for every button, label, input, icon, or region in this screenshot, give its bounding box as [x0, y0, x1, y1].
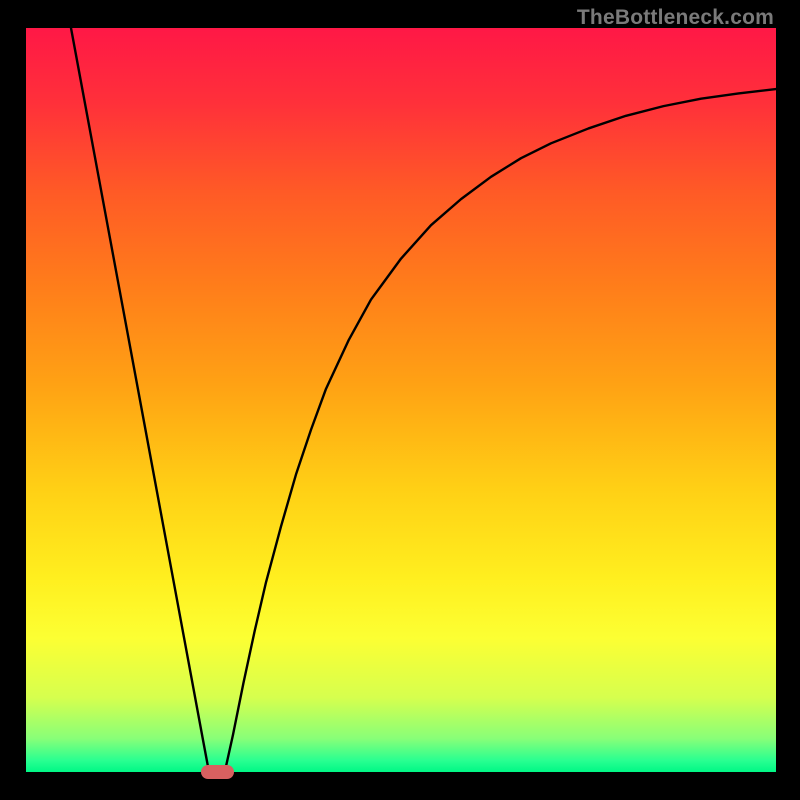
chart-container: TheBottleneck.com	[0, 0, 800, 800]
valley-marker	[201, 765, 234, 779]
bottleneck-chart	[26, 28, 776, 772]
watermark-text: TheBottleneck.com	[577, 6, 774, 30]
plot-background	[26, 28, 776, 772]
